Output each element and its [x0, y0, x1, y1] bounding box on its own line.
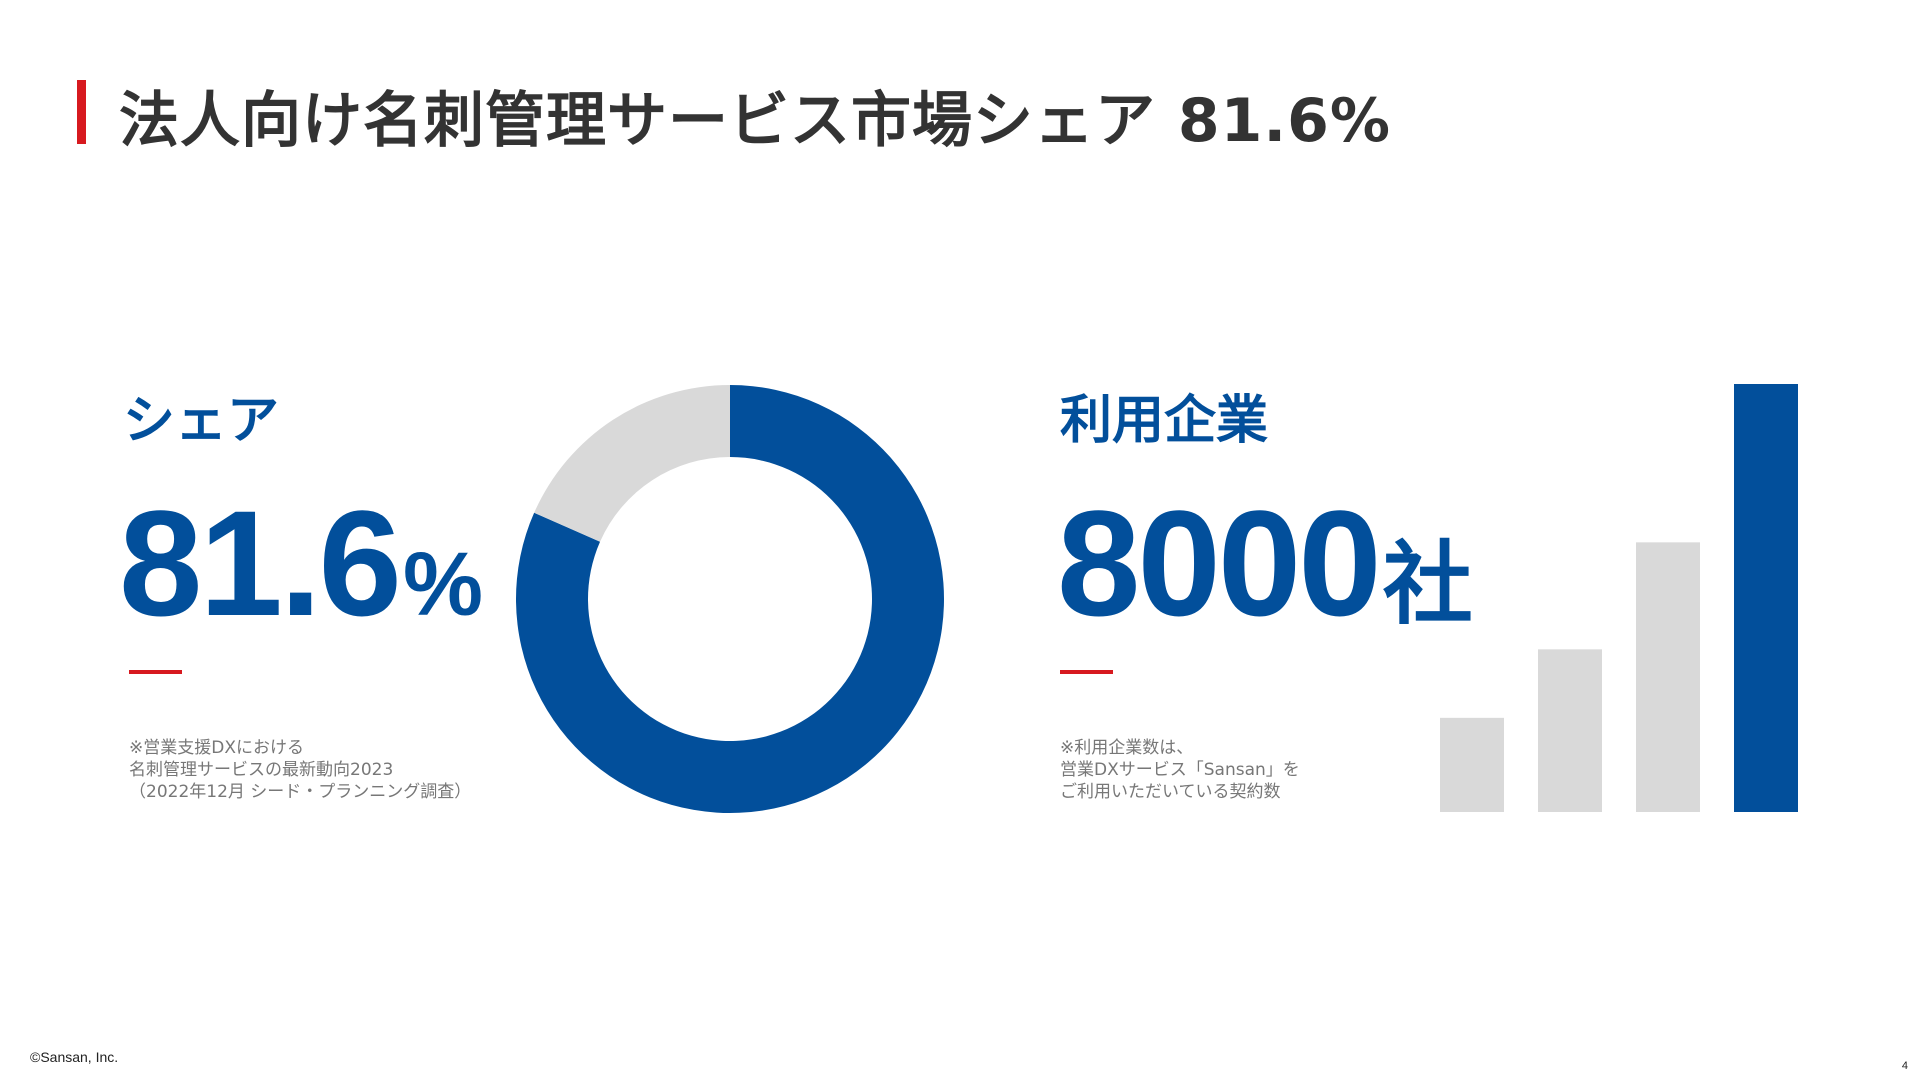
bar	[1636, 542, 1700, 812]
share-unit: %	[402, 535, 483, 635]
users-unit: 社	[1382, 535, 1473, 635]
share-note: ※営業支援DXにおける 名刺管理サービスの最新動向2023 （2022年12月 …	[129, 737, 471, 803]
donut-slice	[516, 385, 944, 813]
users-dash	[1060, 670, 1113, 674]
users-value: 8000社	[1057, 488, 1473, 638]
bar	[1440, 717, 1504, 812]
share-donut-chart	[516, 385, 944, 813]
users-note-line: ※利用企業数は、	[1060, 738, 1194, 758]
users-note: ※利用企業数は、 営業DXサービス「Sansan」を ご利用いただいている契約数	[1060, 737, 1300, 803]
donut-slice	[534, 385, 730, 542]
share-label: シェア	[123, 391, 280, 451]
share-number: 81.6	[119, 479, 402, 647]
share-dash	[129, 670, 182, 674]
users-note-line: ご利用いただいている契約数	[1060, 782, 1281, 802]
bar	[1538, 649, 1602, 812]
copyright: ©Sansan, Inc.	[30, 1049, 119, 1065]
users-note-line: 営業DXサービス「Sansan」を	[1060, 760, 1300, 780]
share-note-line: ※営業支援DXにおける	[129, 738, 304, 758]
users-number: 8000	[1057, 479, 1382, 647]
page-number: 4	[1901, 1060, 1908, 1072]
share-value: 81.6%	[119, 488, 483, 638]
share-note-line: 名刺管理サービスの最新動向2023	[129, 760, 394, 780]
users-label: 利用企業	[1060, 391, 1269, 451]
users-bar-chart	[1440, 384, 1798, 812]
page-title: 法人向け名刺管理サービス市場シェア 81.6%	[119, 86, 1392, 156]
share-note-line: （2022年12月 シード・プランニング調査）	[129, 782, 472, 802]
title-accent-bar	[77, 80, 86, 144]
bar	[1734, 384, 1798, 812]
